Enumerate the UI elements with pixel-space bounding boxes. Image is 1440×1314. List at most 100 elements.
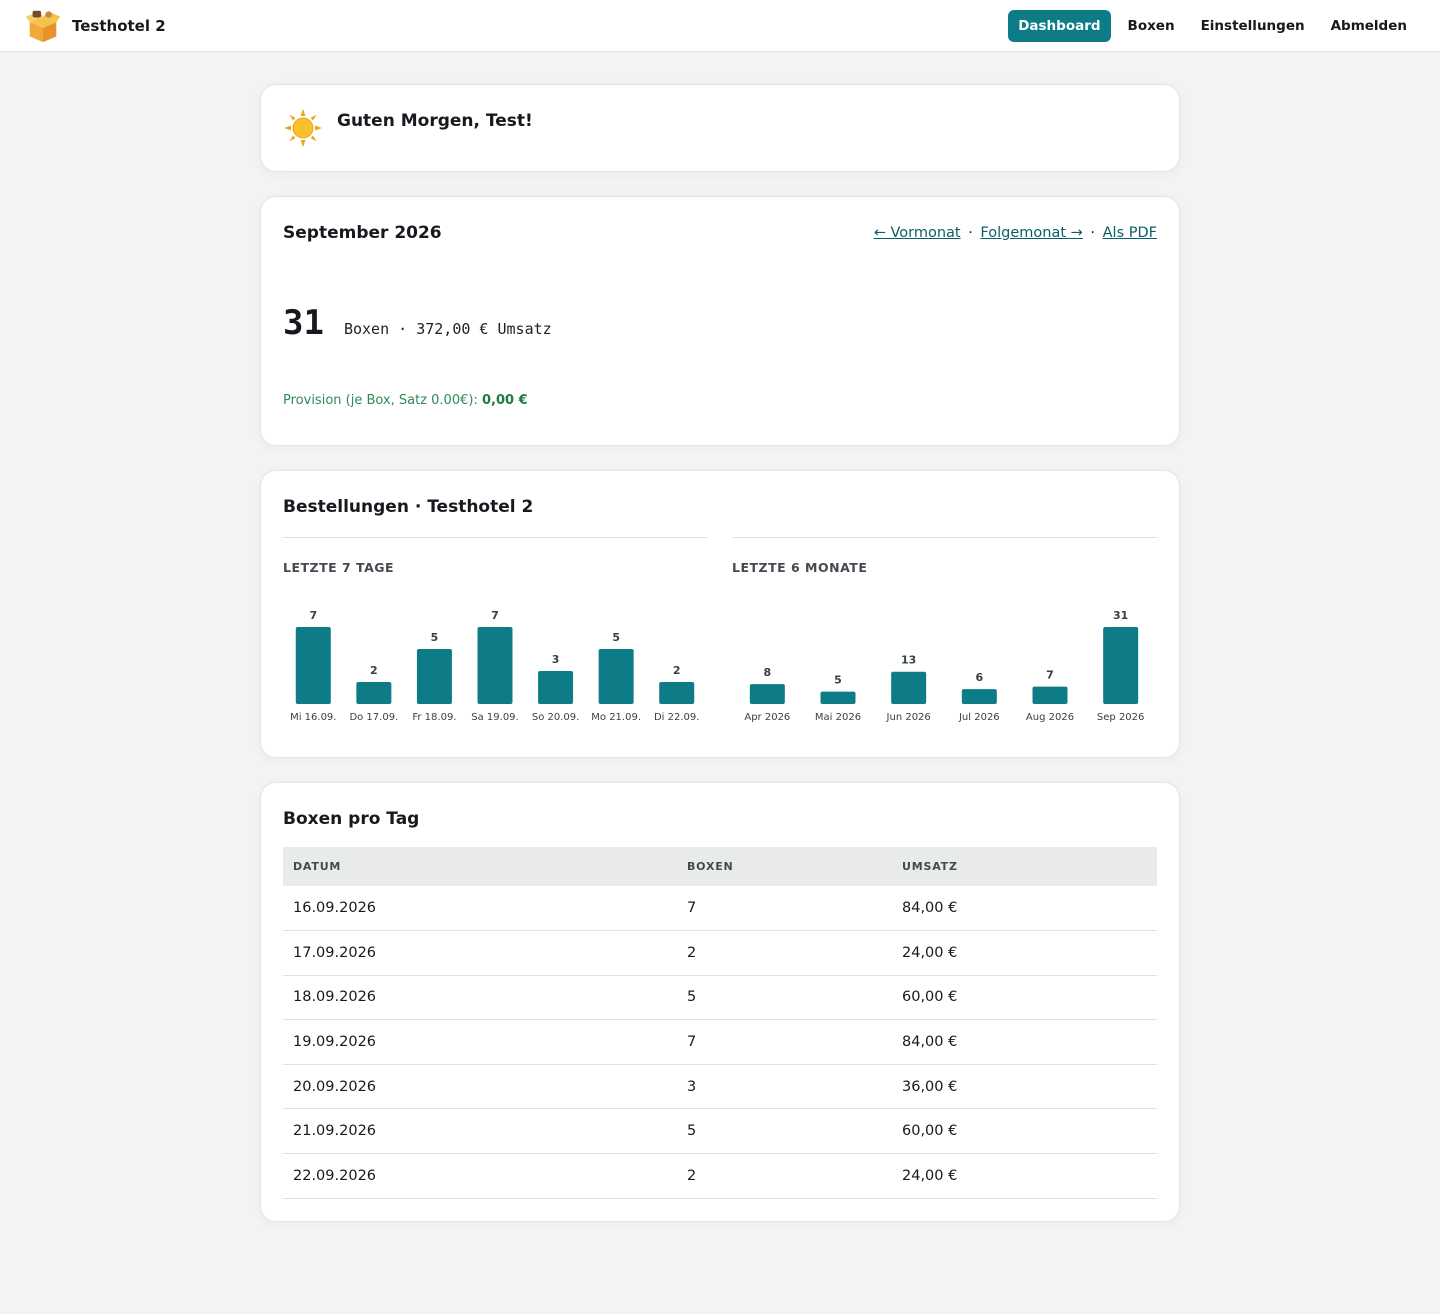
cell-date: 18.09.2026 (283, 975, 677, 1021)
provision-value: 0,00 € (481, 393, 528, 408)
separator: · (968, 225, 973, 241)
bar (961, 689, 997, 704)
bar-value-label: 5 (431, 631, 439, 644)
table-row: 21.09.2026 5 60,00 € (283, 1108, 1157, 1155)
nav-boxen[interactable]: Boxen (1127, 17, 1175, 34)
bar-value-label: 31 (1113, 609, 1128, 622)
month-title: September 2026 (283, 223, 442, 243)
header-umsatz: UMSATZ (902, 860, 958, 873)
separator: · (1090, 225, 1096, 241)
box-logo-icon (25, 10, 61, 42)
header-datum: DATUM (293, 860, 342, 873)
category-label: Mo 21.09. (591, 712, 641, 723)
greeting-card: Guten Morgen, Test! (260, 84, 1180, 172)
category-label: Apr 2026 (744, 712, 790, 723)
cell-date: 17.09.2026 (283, 930, 677, 976)
table-row: 20.09.2026 3 36,00 € (283, 1064, 1157, 1110)
cell-revenue: 24,00 € (892, 930, 1157, 976)
cell-revenue: 60,00 € (892, 1108, 1157, 1155)
month-totals: 31 Boxen · 372,00 € Umsatz (283, 303, 1157, 343)
cell-boxes: 2 (677, 930, 892, 976)
bar (538, 671, 574, 704)
category-label: Do 17.09. (349, 712, 398, 723)
next-month-link[interactable]: Folgemonat → (980, 225, 1083, 241)
bar-value-label: 8 (764, 666, 772, 679)
table-row: 19.09.2026 7 84,00 € (283, 1019, 1157, 1065)
bar (477, 627, 513, 704)
cell-boxes: 7 (677, 886, 892, 932)
month-summary-text: Boxen · 372,00 € Umsatz (343, 320, 552, 338)
boxes-count: 31 (283, 303, 324, 343)
orders-card: Bestellungen · Testhotel 2 LETZTE 7 TAGE… (260, 470, 1180, 758)
category-label: Mai 2026 (815, 712, 861, 723)
bar-value-label: 3 (552, 653, 560, 666)
cell-boxes: 5 (677, 1108, 892, 1155)
daily-title: Boxen pro Tag (283, 809, 420, 829)
category-label: So 20.09. (532, 712, 579, 723)
cell-date: 19.09.2026 (283, 1019, 677, 1065)
bar-value-label: 2 (370, 664, 378, 677)
nav-einstellungen[interactable]: Einstellungen (1200, 17, 1305, 34)
category-label: Sep 2026 (1097, 712, 1144, 723)
bar-value-label: 7 (1046, 669, 1054, 682)
bar-value-label: 2 (673, 664, 681, 677)
bar (1032, 686, 1068, 704)
table-row: 18.09.2026 5 60,00 € (283, 975, 1157, 1021)
table-row: 22.09.2026 2 24,00 € (283, 1153, 1157, 1199)
bar (820, 691, 856, 704)
main-content: Guten Morgen, Test! September 2026 ← Vor… (260, 84, 1180, 1222)
bar-value-label: 7 (491, 609, 499, 622)
daily-table-card: Boxen pro Tag DATUM BOXEN UMSATZ 16.09.2… (260, 782, 1180, 1222)
prev-month-link[interactable]: ← Vormonat (873, 225, 961, 241)
header-boxen: BOXEN (687, 860, 734, 873)
cell-boxes: 7 (677, 1019, 892, 1065)
category-label: Jul 2026 (958, 712, 1000, 723)
bar (295, 627, 331, 704)
category-label: Fr 18.09. (412, 712, 456, 723)
pdf-link[interactable]: Als PDF (1102, 225, 1157, 241)
cell-revenue: 24,00 € (892, 1153, 1157, 1199)
bar (416, 649, 452, 704)
bar (749, 684, 785, 704)
cell-date: 21.09.2026 (283, 1108, 677, 1155)
chart-last-7-days: LETZTE 7 TAGE 7 Mi 16.09. 2 Do 17.09. 5 Fr 18… (283, 537, 708, 733)
month-nav-links: ← Vormonat · Folgemonat → · Als PDF (874, 225, 1157, 241)
cell-boxes: 3 (677, 1064, 892, 1110)
app-name: Testhotel 2 (72, 16, 166, 35)
bar-chart-months: 8 Apr 2026 5 Mai 2026 13 Jun 2026 6 Jul 2026 7 Au… (744, 609, 1144, 723)
nav-dashboard[interactable]: Dashboard (1008, 9, 1111, 42)
brand[interactable]: Testhotel 2 (24, 7, 166, 45)
bar-value-label: 13 (901, 654, 916, 667)
cell-boxes: 2 (677, 1153, 892, 1199)
orders-title: Bestellungen · Testhotel 2 (283, 497, 534, 517)
cell-date: 16.09.2026 (283, 886, 677, 932)
cell-date: 20.09.2026 (283, 1064, 677, 1110)
bar-value-label: 5 (834, 674, 842, 687)
bar-value-label: 7 (309, 609, 317, 622)
chart-last-6-months: LETZTE 6 MONATE 8 Apr 2026 5 Mai 2026 13 Jun … (732, 537, 1157, 733)
nav-abmelden[interactable]: Abmelden (1330, 17, 1407, 34)
sun-icon (284, 109, 322, 147)
bar (659, 682, 695, 704)
cell-revenue: 84,00 € (892, 1019, 1157, 1065)
greeting-text: Guten Morgen, Test! (337, 111, 533, 131)
cell-boxes: 5 (677, 975, 892, 1021)
category-label: Di 22.09. (654, 712, 699, 723)
bar-value-label: 5 (612, 631, 620, 644)
bar (356, 682, 392, 704)
chart-title: LETZTE 6 MONATE (732, 560, 868, 575)
bar (891, 671, 927, 704)
bar (598, 649, 634, 704)
provision-line: Provision (je Box, Satz 0.00€): 0,00 € (283, 393, 1157, 408)
daily-table: DATUM BOXEN UMSATZ 16.09.2026 7 84,00 € … (283, 847, 1157, 1199)
bar-value-label: 6 (976, 671, 984, 684)
provision-label: Provision (je Box, Satz 0.00€): (283, 393, 478, 408)
table-row: 17.09.2026 2 24,00 € (283, 930, 1157, 976)
chart-title: LETZTE 7 TAGE (283, 560, 395, 575)
table-header-row: DATUM BOXEN UMSATZ (283, 847, 1157, 886)
main-nav: Dashboard Boxen Einstellungen Abmelden (1008, 9, 1416, 42)
month-summary-card: September 2026 ← Vormonat · Folgemonat →… (260, 196, 1180, 446)
category-label: Mi 16.09. (290, 712, 336, 723)
cell-revenue: 84,00 € (892, 886, 1157, 932)
table-row: 16.09.2026 7 84,00 € (283, 886, 1157, 932)
